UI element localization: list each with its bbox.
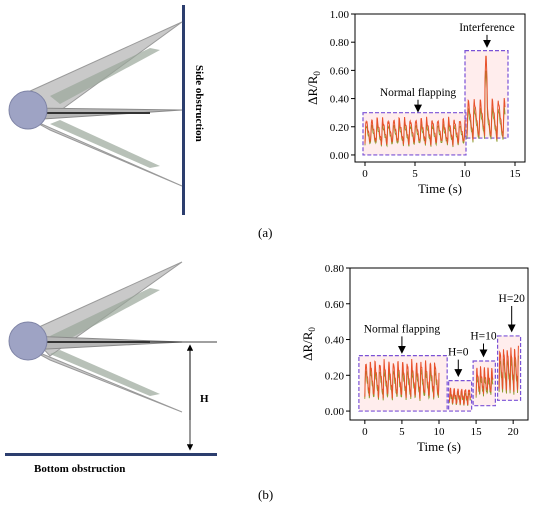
y-tick-label: 0.00	[325, 406, 345, 418]
chart-b-y-label: ΔR/R0	[300, 327, 317, 361]
annotation-label: H=20	[499, 293, 526, 305]
y-tick-label: 0.00	[330, 150, 350, 162]
y-tick-label: 0.80	[325, 263, 345, 275]
chart-b: 0 5 10 15 20 0.00 0.20 0.40 0.60 0.80 Normal flap…	[300, 263, 529, 454]
bottom-obstruction-floor	[5, 453, 217, 456]
chart-a-x-label: Time (s)	[418, 181, 462, 196]
chart-a-series	[364, 55, 506, 148]
annotation-label: Normal flapping	[380, 87, 457, 99]
annotation-label: Interference	[459, 22, 515, 34]
y-tick-label: 0.60	[330, 65, 350, 77]
side-obstruction-wall	[182, 5, 185, 215]
highlight-box	[448, 380, 473, 412]
annotation-label: Normal flapping	[364, 323, 441, 335]
height-label: H	[200, 393, 209, 405]
upper-wing-b-sensor	[50, 288, 160, 344]
panel-label-a: (a)	[258, 225, 272, 240]
panel-label-b: (b)	[258, 487, 273, 502]
series-line	[364, 358, 440, 400]
x-tick-label: 5	[399, 426, 405, 438]
chart-b-x-label: Time (s)	[417, 439, 461, 454]
x-tick-label: 15	[510, 168, 522, 180]
series-line	[475, 366, 494, 396]
y-tick-label: 0.20	[330, 122, 350, 134]
x-tick-label: 15	[471, 426, 483, 438]
chart-a-y-label: ΔR/R0	[305, 71, 322, 105]
x-tick-label: 0	[362, 426, 368, 438]
chart-b-ticks: 0 5 10 15 20 0.00 0.20 0.40 0.60 0.80	[325, 263, 519, 438]
diagram-a: Side obstruction	[8, 5, 205, 215]
annotation-label: H=10	[470, 331, 497, 343]
chart-a-ticks: 0 5 10 15 0.00 0.20 0.40 0.60 0.80 1.00	[330, 9, 521, 180]
robot-body	[8, 90, 48, 130]
upper-wing-sensor	[50, 48, 160, 104]
chart-b-series	[364, 345, 519, 406]
series-line	[466, 55, 506, 141]
x-tick-label: 10	[434, 426, 446, 438]
lower-wing-sensor	[50, 120, 160, 168]
series-line	[364, 116, 466, 146]
lower-wing-b-sensor	[50, 350, 160, 396]
series-line	[448, 387, 472, 405]
x-tick-label: 20	[508, 426, 520, 438]
y-tick-label: 0.80	[330, 37, 350, 49]
chart-a: 0 5 10 15 0.00 0.20 0.40 0.60 0.80 1.00 Normal fl…	[305, 9, 526, 196]
lower-wing-b	[27, 347, 183, 413]
chart-a-annotations: Normal flapping Interference	[380, 22, 515, 113]
y-tick-label: 0.40	[325, 335, 345, 347]
series-line	[498, 345, 519, 392]
diagram-b: Bottom obstruction H	[5, 261, 217, 475]
robot-body-b	[8, 321, 48, 361]
chart-a-frame	[354, 13, 526, 163]
lower-wing	[27, 117, 183, 187]
annotation-label: H=0	[448, 347, 469, 359]
y-tick-label: 0.40	[330, 94, 350, 106]
side-obstruction-label: Side obstruction	[193, 65, 205, 142]
x-tick-label: 5	[412, 168, 418, 180]
y-tick-label: 0.20	[325, 370, 345, 382]
bottom-obstruction-label: Bottom obstruction	[34, 463, 125, 475]
x-tick-label: 10	[460, 168, 472, 180]
y-tick-label: 1.00	[330, 9, 350, 21]
chart-b-annotations: Normal flapping H=0H=10 H=20	[364, 293, 526, 378]
x-tick-label: 0	[362, 168, 368, 180]
y-tick-label: 0.60	[325, 299, 345, 311]
